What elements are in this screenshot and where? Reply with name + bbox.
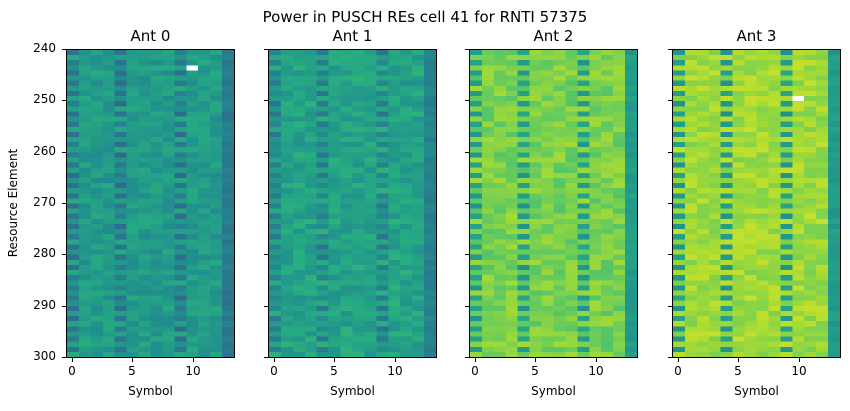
y-tick xyxy=(668,305,672,307)
x-tick-label: 10 xyxy=(185,364,201,378)
y-tick xyxy=(264,254,268,256)
figure-suptitle: Power in PUSCH REs cell 41 for RNTI 5737… xyxy=(262,8,588,26)
y-tick xyxy=(668,203,672,204)
x-axis-label: Symbol xyxy=(128,384,173,398)
x-axis-label: Symbol xyxy=(330,384,375,398)
y-tick xyxy=(465,49,469,50)
x-tick xyxy=(395,358,396,362)
x-tick xyxy=(738,358,739,362)
heatmap-image xyxy=(67,50,234,357)
y-tick xyxy=(668,100,672,102)
y-tick xyxy=(264,49,268,50)
heatmap-image xyxy=(470,50,637,357)
heatmap-axes-ant-0 xyxy=(62,49,235,358)
y-tick xyxy=(264,100,268,102)
y-tick xyxy=(264,305,268,307)
y-tick xyxy=(62,203,66,204)
y-tick-label: 260 xyxy=(33,143,56,158)
x-axis-label: Symbol xyxy=(531,384,576,398)
x-tick-label: 10 xyxy=(387,364,403,378)
x-tick-label: 0 xyxy=(68,364,76,378)
y-tick xyxy=(668,254,672,256)
x-tick xyxy=(274,358,275,362)
x-tick xyxy=(334,358,335,362)
y-tick xyxy=(62,49,66,50)
y-tick-label: 250 xyxy=(33,92,56,107)
y-tick-label: 290 xyxy=(33,297,56,312)
x-tick xyxy=(193,358,194,362)
heatmap-image xyxy=(269,50,436,357)
y-tick xyxy=(62,100,66,102)
y-tick xyxy=(264,151,268,153)
y-tick xyxy=(465,357,469,358)
axes-title-ant-0: Ant 0 xyxy=(130,27,171,45)
x-tick xyxy=(72,358,73,362)
y-tick-label: 300 xyxy=(33,349,56,363)
x-tick-label: 0 xyxy=(270,364,278,378)
y-tick xyxy=(465,254,469,256)
y-tick xyxy=(465,203,469,204)
x-tick xyxy=(678,358,679,362)
y-tick xyxy=(62,151,66,153)
x-tick-label: 5 xyxy=(734,364,742,378)
y-tick xyxy=(62,254,66,256)
heatmap-axes-ant-2 xyxy=(465,49,638,358)
y-tick xyxy=(62,305,66,307)
y-tick xyxy=(668,151,672,153)
axes-title-ant-2: Ant 2 xyxy=(533,27,574,45)
heatmap-axes-ant-1 xyxy=(264,49,437,358)
x-tick-label: 5 xyxy=(330,364,338,378)
x-axis-label: Symbol xyxy=(734,384,779,398)
y-tick xyxy=(465,305,469,307)
y-tick-label: 240 xyxy=(33,41,56,55)
heatmap-image xyxy=(673,50,840,357)
x-tick xyxy=(132,358,133,362)
heatmap-axes-ant-3 xyxy=(668,49,841,358)
x-tick xyxy=(535,358,536,362)
y-tick-label: 280 xyxy=(33,246,56,261)
y-tick xyxy=(264,203,268,204)
x-tick xyxy=(596,358,597,362)
x-tick-label: 10 xyxy=(791,364,807,378)
y-tick xyxy=(62,357,66,358)
y-tick xyxy=(668,49,672,50)
x-tick-label: 0 xyxy=(471,364,479,378)
axes-title-ant-1: Ant 1 xyxy=(332,27,373,45)
y-tick xyxy=(465,151,469,153)
y-tick xyxy=(264,357,268,358)
x-tick-label: 10 xyxy=(588,364,604,378)
y-tick xyxy=(668,357,672,358)
x-tick xyxy=(475,358,476,362)
y-tick xyxy=(465,100,469,102)
y-axis-label: Resource Element xyxy=(6,148,20,258)
axes-title-ant-3: Ant 3 xyxy=(736,27,777,45)
x-tick-label: 5 xyxy=(531,364,539,378)
y-tick-label: 270 xyxy=(33,195,56,209)
x-tick xyxy=(799,358,800,362)
x-tick-label: 0 xyxy=(674,364,682,378)
x-tick-label: 5 xyxy=(128,364,136,378)
